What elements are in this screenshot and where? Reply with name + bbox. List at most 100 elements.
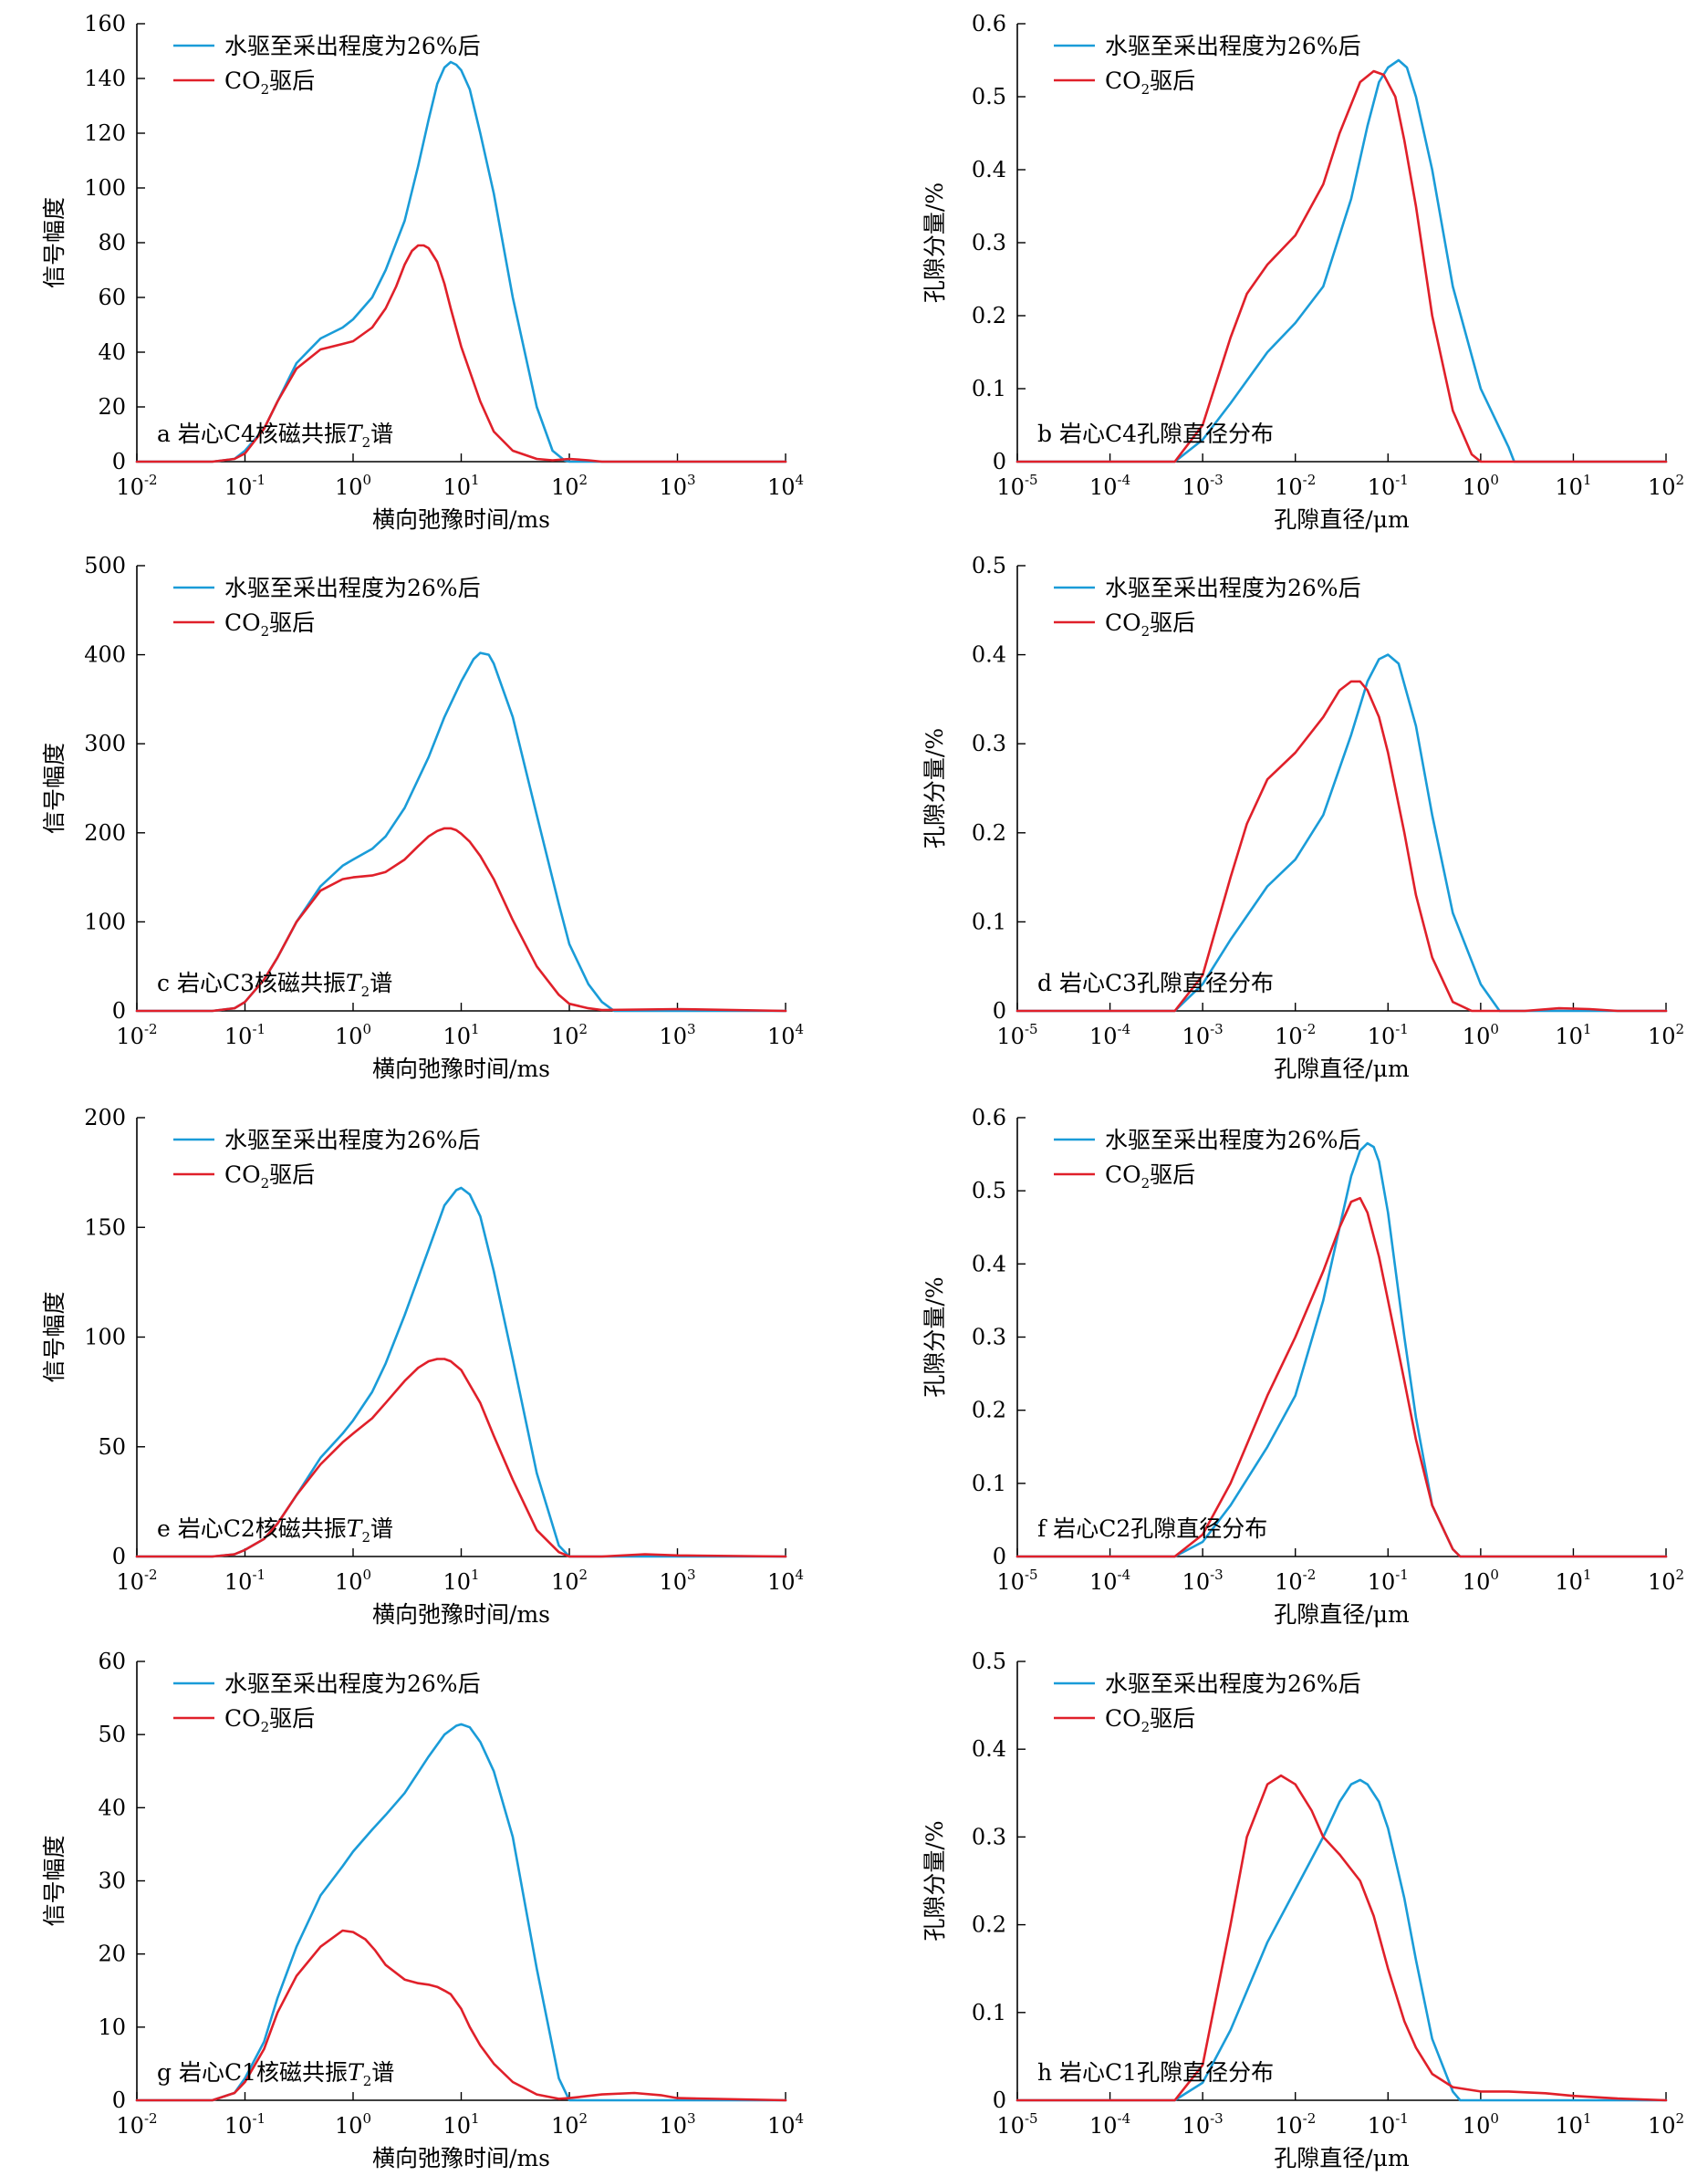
y-tick-label: 300: [84, 731, 126, 756]
x-axis-label: 横向弛豫时间/ms: [372, 1056, 550, 1082]
x-tick-label: 10-3: [1182, 2110, 1224, 2139]
chart-panel-e: 0 50 100 150 200 10-2 10-1 100 101 102 103 104 横向弛豫时…: [41, 1105, 804, 1628]
legend-label-water: 水驱至采出程度为26%后: [1105, 575, 1361, 601]
series-line-co2: [1015, 69, 1668, 463]
y-tick-label: 0.5: [972, 553, 1006, 578]
panel-annotation: g 岩心C1核磁共振T2谱: [157, 2059, 394, 2089]
x-axis-label: 孔隙直径/μm: [1274, 506, 1410, 533]
series-line-co2: [1015, 1196, 1668, 1558]
y-tick-label: 200: [84, 820, 126, 846]
x-tick-label: 102: [551, 472, 588, 500]
x-tick-label: 10-5: [996, 472, 1037, 500]
x-tick-label: 100: [1463, 1021, 1499, 1049]
series-line-water: [1015, 653, 1668, 1013]
x-tick-label: 100: [1463, 472, 1499, 500]
legend-label-water: 水驱至采出程度为26%后: [224, 1127, 481, 1153]
x-axis-label: 孔隙直径/μm: [1274, 1601, 1410, 1628]
chart-panel-b: 0 0.1 0.2 0.3 0.4 0.5 0.6 10-5 10-4 10-3 10-2 10-1 1…: [922, 11, 1684, 533]
x-tick-label: 101: [443, 1567, 479, 1595]
y-tick-label: 0: [112, 1544, 126, 1569]
y-tick-label: 0.5: [972, 1649, 1006, 1674]
panel-annotation: a 岩心C4核磁共振T2谱: [157, 421, 393, 451]
y-tick-label: 0.3: [972, 230, 1006, 255]
x-tick-label: 10-2: [116, 1567, 157, 1595]
y-tick-label: 20: [98, 1942, 126, 1967]
y-tick-label: 0: [993, 1544, 1006, 1569]
y-axis-label: 孔隙分量/%: [922, 1820, 948, 1941]
x-tick-label: 10-4: [1089, 1021, 1130, 1049]
y-tick-label: 50: [98, 1434, 126, 1460]
x-tick-label: 100: [335, 472, 371, 500]
y-tick-label: 30: [98, 1869, 126, 1894]
x-tick-label: 103: [659, 2110, 695, 2139]
legend-label-water: 水驱至采出程度为26%后: [224, 575, 481, 601]
x-tick-label: 10-4: [1089, 1567, 1130, 1595]
y-tick-label: 0.2: [972, 1912, 1006, 1938]
x-tick-label: 103: [659, 1567, 695, 1595]
x-tick-label: 100: [335, 2110, 371, 2139]
x-tick-label: 102: [551, 2110, 588, 2139]
y-tick-label: 0.3: [972, 1824, 1006, 1849]
x-tick-label: 101: [1555, 472, 1591, 500]
x-tick-label: 104: [767, 2110, 804, 2139]
legend-label-water: 水驱至采出程度为26%后: [224, 1671, 481, 1697]
y-tick-label: 500: [84, 553, 126, 578]
legend-label-water: 水驱至采出程度为26%后: [224, 33, 481, 59]
x-tick-label: 10-1: [224, 1567, 266, 1595]
x-tick-label: 104: [767, 1021, 804, 1049]
y-tick-label: 100: [84, 909, 126, 934]
panel-annotation: h 岩心C1孔隙直径分布: [1037, 2059, 1274, 2086]
y-tick-label: 10: [98, 2015, 126, 2040]
y-tick-label: 0.4: [972, 1251, 1006, 1276]
series-line-co2: [135, 244, 787, 463]
x-tick-label: 10-2: [1275, 472, 1316, 500]
x-tick-label: 10-1: [224, 472, 266, 500]
y-tick-label: 100: [84, 175, 126, 201]
chart-panel-g: 0 10 20 30 40 50 60 10-2 10-1 100 101 102 103 104 横向弛豫…: [41, 1649, 804, 2171]
y-axis-label: 孔隙分量/%: [922, 182, 948, 303]
series-line-co2: [135, 1358, 787, 1558]
x-axis-label: 横向弛豫时间/ms: [372, 1601, 550, 1628]
legend-label-co2: CO2驱后: [224, 1161, 315, 1192]
x-tick-label: 10-1: [1368, 1021, 1409, 1049]
x-axis-label: 孔隙直径/μm: [1274, 2145, 1410, 2171]
y-axis-label: 信号幅度: [41, 1291, 68, 1382]
y-tick-label: 400: [84, 642, 126, 668]
series-line-water: [135, 1723, 787, 2102]
y-tick-label: 0.2: [972, 820, 1006, 846]
x-tick-label: 100: [1463, 1567, 1499, 1595]
chart-panel-h: 0 0.1 0.2 0.3 0.4 0.5 10-5 10-4 10-3 10-2 10-1 100 1…: [922, 1649, 1684, 2171]
y-axis-label: 孔隙分量/%: [922, 728, 948, 849]
x-tick-label: 102: [551, 1021, 588, 1049]
series-line-water: [1015, 58, 1668, 463]
x-tick-label: 10-4: [1089, 2110, 1130, 2139]
panel-annotation: d 岩心C3孔隙直径分布: [1037, 970, 1274, 996]
y-tick-label: 0.6: [972, 11, 1006, 36]
y-tick-label: 0.5: [972, 1178, 1006, 1203]
y-tick-label: 0.3: [972, 1325, 1006, 1350]
legend-label-water: 水驱至采出程度为26%后: [1105, 33, 1361, 59]
x-tick-label: 10-2: [116, 472, 157, 500]
legend-label-co2: CO2驱后: [224, 68, 315, 98]
y-tick-label: 0.1: [972, 2000, 1006, 2025]
y-tick-label: 80: [98, 230, 126, 255]
x-tick-label: 101: [443, 2110, 479, 2139]
y-axis-label: 信号幅度: [41, 1835, 68, 1926]
x-tick-label: 102: [1648, 472, 1684, 500]
x-tick-label: 10-1: [1368, 472, 1409, 500]
x-tick-label: 10-5: [996, 1567, 1037, 1595]
x-axis-label: 横向弛豫时间/ms: [372, 2145, 550, 2171]
y-axis-label: 信号幅度: [41, 743, 68, 834]
y-tick-label: 0.5: [972, 84, 1006, 109]
y-tick-label: 40: [98, 1795, 126, 1820]
y-axis-label: 信号幅度: [41, 197, 68, 288]
x-tick-label: 10-4: [1089, 472, 1130, 500]
x-tick-label: 10-2: [1275, 2110, 1316, 2139]
chart-panel-c: 0 100 200 300 400 500 10-2 10-1 100 101 102 103 104 横…: [41, 553, 804, 1082]
x-tick-label: 100: [335, 1567, 371, 1595]
x-tick-label: 104: [767, 1567, 804, 1595]
y-tick-label: 60: [98, 1649, 126, 1674]
x-tick-label: 10-1: [224, 1021, 266, 1049]
x-tick-label: 10-1: [224, 2110, 266, 2139]
